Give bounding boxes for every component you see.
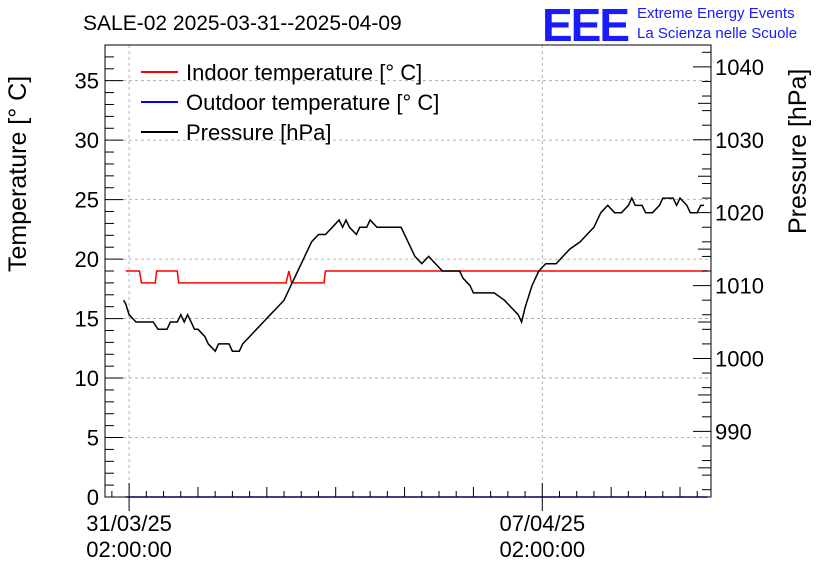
y-tick-label: 5 — [87, 426, 99, 451]
y2-tick-label: 1000 — [715, 346, 764, 371]
y-tick-label: 25 — [75, 188, 99, 213]
y2-tick-label: 990 — [715, 419, 752, 444]
y-tick-label: 35 — [75, 69, 99, 94]
y2-tick-label: 1020 — [715, 201, 764, 226]
legend: Indoor temperature [° C] Outdoor temperat… — [141, 60, 439, 145]
y2-tick-label: 1010 — [715, 274, 764, 299]
legend-label-1: Outdoor temperature [° C] — [186, 90, 439, 115]
y-tick-label: 15 — [75, 307, 99, 332]
y2-tick-label: 1040 — [715, 55, 764, 80]
legend-label-2: Pressure [hPa] — [186, 120, 332, 145]
logo-line1: Extreme Energy Events — [637, 5, 795, 22]
tick-layer — [105, 51, 711, 511]
y-tick-label: 0 — [87, 485, 99, 510]
y-axis-title: Temperature [° C] — [4, 76, 32, 272]
grid-layer — [105, 45, 711, 497]
y-tick-label: 30 — [75, 128, 99, 153]
series-line-0 — [125, 270, 708, 284]
y-tick-label: 20 — [75, 247, 99, 272]
legend-label-0: Indoor temperature [° C] — [186, 60, 422, 85]
y2-tick-label: 1030 — [715, 128, 764, 153]
eee-logo: EEE Extreme Energy Events La Scienza nel… — [542, 0, 797, 51]
x-tick-label-date: 31/03/25 — [86, 511, 172, 536]
series-line-2 — [122, 196, 705, 353]
logo-line2: La Scienza nelle Scuole — [637, 25, 797, 42]
x-tick-label-date: 07/04/25 — [499, 511, 585, 536]
logo-letters: EEE — [542, 0, 628, 51]
label-layer: 0 5 10 15 20 25 30 35 990 1000 1010 1020 1030 1040 31/… — [75, 55, 764, 562]
chart-title: SALE-02 2025-03-31--2025-04-09 — [83, 12, 402, 35]
x-tick-label-time: 02:00:00 — [499, 537, 585, 562]
x-tick-label-time: 02:00:00 — [86, 537, 172, 562]
y-tick-label: 10 — [75, 366, 99, 391]
y2-axis-title: Pressure [hPa] — [784, 69, 812, 234]
